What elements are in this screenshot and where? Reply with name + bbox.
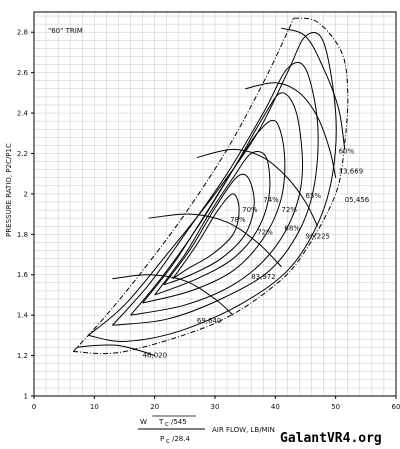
x-axis-label: AIR FLOW, LB/MIN bbox=[212, 426, 275, 434]
x-tick-label: 10 bbox=[90, 403, 99, 411]
annotation-label: 83,972 bbox=[251, 273, 276, 281]
efficiency-island-78pct bbox=[172, 193, 240, 280]
formula-t: T bbox=[158, 418, 164, 426]
y-tick-label: 1.6 bbox=[17, 271, 29, 279]
formula-p-den: /28.4 bbox=[172, 435, 190, 443]
annotation-label: 13,669 bbox=[339, 168, 364, 176]
annotation-label: 70% bbox=[242, 206, 258, 214]
formula-t-den: /545 bbox=[171, 418, 187, 426]
speed-line-46020 bbox=[76, 344, 155, 357]
grid bbox=[33, 12, 397, 397]
x-tick-label: 0 bbox=[32, 403, 36, 411]
x-axis-formula: W T c /545 P c /28.4 bbox=[138, 415, 205, 445]
annotation-label: 60% bbox=[339, 147, 355, 155]
annotation-label: 05,456 bbox=[345, 196, 370, 204]
y-tick-label: 1.8 bbox=[17, 231, 28, 239]
annotation-label: 72% bbox=[281, 206, 297, 214]
x-tick-label: 60 bbox=[392, 403, 400, 411]
series-layer bbox=[72, 17, 349, 357]
efficiency-island-72pct bbox=[142, 119, 286, 304]
formula-p-sub: c bbox=[166, 437, 170, 445]
speed-line-96225 bbox=[196, 148, 319, 227]
formula-w: W bbox=[140, 418, 147, 426]
annotation-label: 74% bbox=[263, 196, 279, 204]
watermark: GalantVR4.org bbox=[280, 431, 382, 446]
x-tick-label: 30 bbox=[211, 403, 220, 411]
speed-line-113669 bbox=[281, 27, 346, 150]
y-tick-label: 1.2 bbox=[17, 352, 28, 360]
y-tick-label: 1 bbox=[24, 393, 28, 401]
x-tick-label: 50 bbox=[331, 403, 340, 411]
y-axis-label: PRESSURE RATIO, P2C/P1C bbox=[5, 143, 13, 237]
y-tick-label: 2.6 bbox=[17, 69, 29, 77]
y-tick-label: 2.2 bbox=[17, 150, 28, 158]
formula-p: P bbox=[160, 435, 164, 443]
y-tick-label: 1.4 bbox=[17, 312, 29, 320]
x-tick-label: 40 bbox=[271, 403, 280, 411]
annotation-label: 69,640 bbox=[197, 317, 222, 325]
annotation-label: 78% bbox=[230, 216, 246, 224]
y-tick-label: 2.4 bbox=[17, 110, 29, 118]
speed-line-69640 bbox=[112, 274, 234, 316]
annotation-label: 72% bbox=[257, 228, 273, 236]
annotation-label: 96,225 bbox=[306, 232, 331, 240]
x-axis-ticks: 0 10 20 30 40 50 60 bbox=[32, 396, 400, 411]
y-tick-label: 2.8 bbox=[17, 29, 28, 37]
annotation-label: 65% bbox=[306, 192, 322, 200]
efficiency-island-65pct bbox=[112, 61, 319, 326]
y-tick-label: 2 bbox=[24, 190, 28, 198]
efficiency-island-76pct bbox=[163, 173, 255, 286]
efficiency-island-60pct bbox=[87, 32, 337, 342]
annotation-label: 68% bbox=[284, 224, 300, 232]
annotation-layer: 60% 13,669 65% 05,456 74% 70% 72% 78% 72% 68% 96,2… bbox=[143, 147, 370, 359]
formula-t-sub: c bbox=[165, 420, 169, 428]
chart-title: "60" TRIM bbox=[48, 27, 83, 35]
efficiency-island-74pct bbox=[154, 150, 271, 296]
speed-line-105456 bbox=[245, 82, 337, 178]
x-tick-label: 20 bbox=[150, 403, 159, 411]
speed-line-83972 bbox=[148, 213, 282, 268]
choke-line bbox=[73, 17, 349, 355]
annotation-label: 46,020 bbox=[143, 352, 168, 360]
surge-line bbox=[72, 17, 294, 352]
y-axis-ticks: 1 1.2 1.4 1.6 1.8 2 2.2 2.4 2.6 2.8 bbox=[17, 29, 34, 401]
